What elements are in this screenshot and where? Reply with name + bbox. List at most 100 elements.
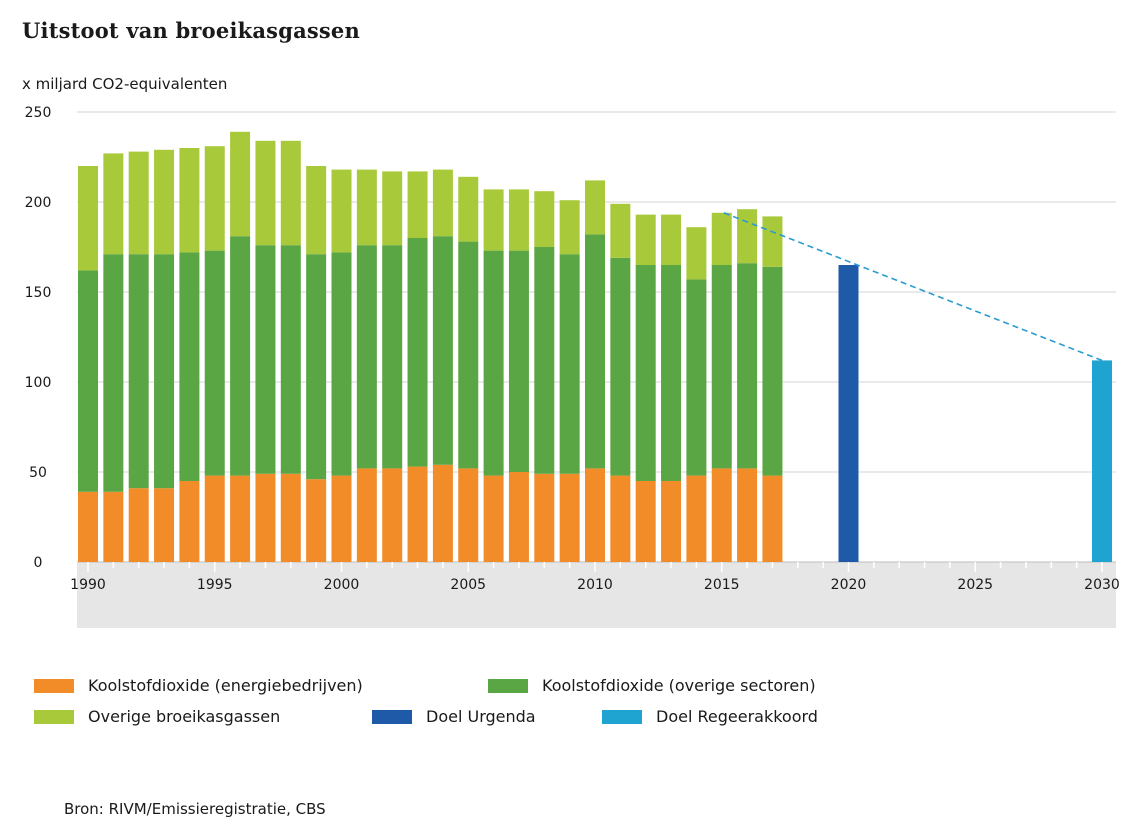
legend-label: Doel Urgenda: [426, 707, 536, 726]
x-axis-band: [77, 561, 1116, 628]
bar-segment: [103, 153, 124, 255]
bar-segment: [737, 468, 758, 562]
bar-segment: [382, 245, 403, 469]
bar-segment: [686, 475, 707, 562]
legend-swatch: [488, 678, 528, 693]
bar-segment: [432, 169, 453, 237]
bar-segment: [280, 473, 301, 562]
bar-segment: [356, 169, 377, 246]
bar-segment: [762, 216, 783, 267]
target-bar: [838, 265, 859, 562]
bar-segment: [635, 481, 656, 562]
bar-segment: [204, 146, 225, 251]
legend-item-doel-urgenda: Doel Urgenda: [372, 707, 536, 726]
bar-segment: [78, 491, 98, 562]
legend-swatch: [372, 709, 412, 724]
bar-segment: [458, 468, 479, 562]
legend-label: Doel Regeerakkoord: [656, 707, 818, 726]
bar-segment: [407, 466, 428, 562]
bar-segment: [280, 140, 301, 246]
bar-segment: [179, 252, 200, 481]
bar-segment: [432, 464, 453, 562]
bar-segment: [762, 475, 783, 562]
legend-label: Overige broeikasgassen: [88, 707, 281, 726]
legend-swatch: [602, 709, 642, 724]
bar-segment: [762, 266, 783, 476]
x-tick-label: 2000: [324, 577, 360, 593]
bar-segment: [508, 250, 529, 472]
bar-segment: [255, 473, 276, 562]
bar-segment: [230, 475, 251, 562]
x-tick-label: 2005: [450, 577, 486, 593]
bar-segment: [534, 191, 555, 247]
bar-segment: [483, 189, 504, 251]
bar-segment: [737, 209, 758, 264]
trend-line-segment: [723, 212, 1103, 362]
bar-segment: [204, 250, 225, 476]
bar-segment: [154, 254, 175, 489]
y-tick-label: 250: [25, 105, 52, 121]
bar-segment: [179, 148, 200, 253]
bar-segment: [585, 180, 605, 235]
bar-segment: [280, 245, 301, 474]
bar-segment: [356, 245, 377, 469]
bar-segment: [483, 475, 504, 562]
legend-swatch: [34, 678, 74, 693]
bar-segment: [610, 475, 631, 562]
bar-segment: [686, 279, 707, 476]
x-tick-label: 2025: [957, 577, 993, 593]
bar-segment: [610, 257, 631, 476]
y-axis-unit-label: x miljard CO2-equivalenten: [22, 75, 228, 93]
legend-item-energiebedrijven: Koolstofdioxide (energiebedrijven): [34, 676, 363, 695]
bar-segment: [508, 472, 529, 562]
bar-segment: [432, 236, 453, 465]
x-tick-labels: 1990 1995 2000 2005 2010 2015 2020 2025 2030: [70, 577, 1120, 593]
x-tick-label: 2020: [831, 577, 867, 593]
bar-segment: [661, 265, 682, 481]
bar-segment: [103, 254, 124, 492]
target-bars: [838, 265, 1112, 562]
bar-segment: [78, 166, 98, 271]
bar-segment: [407, 238, 428, 467]
bar-segment: [331, 169, 352, 253]
x-tick-label: 2030: [1084, 577, 1120, 593]
x-tick-label: 2010: [577, 577, 613, 593]
bar-segment: [534, 247, 555, 474]
bar-segment: [661, 214, 682, 265]
bar-segment: [128, 488, 149, 562]
y-tick-label: 100: [25, 375, 52, 391]
y-tick-label: 200: [25, 195, 52, 211]
chart-title: Uitstoot van broeikasgassen: [22, 18, 360, 43]
bar-segment: [559, 254, 580, 474]
bar-segment: [635, 214, 656, 265]
bar-segment: [306, 479, 327, 562]
bar-segment: [306, 254, 327, 480]
bar-segment: [508, 189, 529, 251]
bar-segment: [128, 151, 149, 255]
bar-segment: [255, 245, 276, 474]
bar-segment: [306, 166, 327, 255]
bar-segment: [610, 203, 631, 258]
bar-segment: [154, 149, 175, 255]
legend-item-overige-sectoren: Koolstofdioxide (overige sectoren): [488, 676, 816, 695]
bar-segment: [331, 475, 352, 562]
bar-segment: [407, 171, 428, 238]
bar-segment: [179, 481, 200, 562]
bar-segment: [458, 241, 479, 469]
source-note: Bron: RIVM/Emissieregistratie, CBS: [64, 800, 326, 818]
bar-segment: [230, 236, 251, 476]
bar-segment: [711, 468, 732, 562]
y-tick-label: 0: [34, 555, 43, 571]
bar-segment: [661, 481, 682, 562]
bar-segment: [204, 475, 225, 562]
y-tick-labels: 0 50 100 150 200 250: [25, 105, 52, 571]
bar-segment: [559, 473, 580, 562]
legend-label: Koolstofdioxide (overige sectoren): [542, 676, 816, 695]
stacked-bars: [78, 131, 783, 562]
bar-segment: [534, 473, 555, 562]
bar-segment: [103, 491, 124, 562]
trend-line: [723, 212, 1103, 362]
bar-segment: [483, 250, 504, 476]
bar-segment: [255, 140, 276, 246]
bar-segment: [230, 131, 251, 237]
